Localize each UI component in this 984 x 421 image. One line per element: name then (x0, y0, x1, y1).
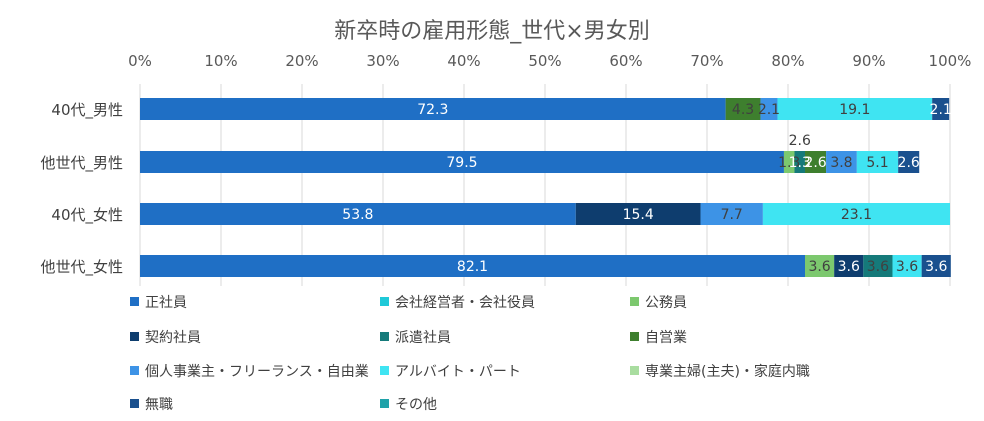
data-label: 3.6 (838, 259, 860, 275)
data-label: 1.3 (789, 155, 811, 171)
legend-swatch (630, 297, 639, 306)
bar-segment (725, 98, 761, 120)
data-label: 19.1 (839, 102, 870, 118)
category-label: 40代_男性 (51, 101, 123, 120)
bar-segment (794, 151, 806, 173)
category-label: 40代_女性 (51, 206, 123, 225)
x-tick-label: 70% (690, 52, 723, 70)
legend-swatch (630, 366, 639, 375)
data-label: 3.6 (925, 259, 947, 275)
legend-label: 無職 (145, 397, 173, 413)
legend-label: 専業主婦(主夫)・家庭内職 (645, 363, 810, 380)
bar-segment (783, 151, 795, 173)
data-label: 23.1 (841, 207, 872, 223)
data-labels: 72.3 4.3 2.1 19.1 2.179.5 1.31.32.6 3.8 5.1 2.65… (342, 102, 952, 275)
data-label: 2.1 (758, 102, 780, 118)
bar-segment (932, 98, 950, 120)
data-label: 2.6 (898, 155, 920, 171)
legend-swatch (130, 399, 139, 408)
x-tick-label: 90% (852, 52, 885, 70)
legend-label: アルバイト・パート (395, 364, 521, 380)
legend-label: 会社経営者・会社役員 (395, 295, 535, 311)
data-label: 72.3 (417, 102, 448, 118)
data-label: 3.6 (896, 259, 918, 275)
data-label: 3.6 (808, 259, 830, 275)
bar-segment (892, 255, 922, 277)
data-label: 82.1 (457, 259, 488, 275)
bar-segment (140, 203, 576, 225)
bar-segment (834, 255, 864, 277)
legend-swatch (380, 297, 389, 306)
category-label: 他世代_女性 (40, 258, 123, 277)
bar-segment (805, 151, 827, 173)
legend-swatch (130, 332, 139, 341)
data-label: 53.8 (342, 207, 373, 223)
bar-segment (805, 255, 835, 277)
x-axis-tick-labels: 0% 10% 20% 30% 40% 50% 60% 70% 80% 90% 100% (128, 52, 971, 70)
legend-swatch (130, 297, 139, 306)
data-label: 3.6 (867, 259, 889, 275)
data-label: 79.5 (446, 155, 477, 171)
x-tick-label: 50% (528, 52, 561, 70)
x-tick-label: 40% (447, 52, 480, 70)
x-tick-label: 30% (366, 52, 399, 70)
legend-label: 正社員 (145, 295, 187, 311)
legend-swatch (380, 399, 389, 408)
bar-segment (863, 255, 893, 277)
bar-segment (762, 203, 950, 225)
bar-segment (921, 255, 951, 277)
bar-segment (700, 203, 763, 225)
bar-segment (898, 151, 920, 173)
x-tick-label: 0% (128, 52, 152, 70)
x-tick-label: 20% (285, 52, 318, 70)
legend-label: その他 (395, 397, 437, 413)
bar-segment (856, 151, 899, 173)
bar-segments (140, 98, 951, 277)
bar-segment (777, 98, 933, 120)
legend-label: 契約社員 (145, 330, 201, 346)
data-label: 2.6 (804, 155, 826, 171)
chart-title: 新卒時の雇用形態_世代×男女別 (334, 19, 649, 44)
data-label: 4.3 (732, 102, 754, 118)
x-tick-label: 60% (609, 52, 642, 70)
bar-segment (826, 151, 857, 173)
legend-swatch (380, 366, 389, 375)
legend-swatch (380, 332, 389, 341)
bar-segment (760, 98, 778, 120)
x-tick-label: 100% (929, 52, 972, 70)
legend-swatch (130, 366, 139, 375)
data-label: 1.3 (778, 155, 800, 171)
bar-segment (140, 151, 784, 173)
x-tick-label: 80% (771, 52, 804, 70)
data-label: 7.7 (721, 207, 743, 223)
data-label: 2.1 (930, 102, 952, 118)
data-label: 3.8 (830, 155, 852, 171)
bar-segment (575, 203, 701, 225)
legend-label: 公務員 (645, 295, 687, 311)
category-label: 他世代_男性 (40, 154, 123, 173)
x-tick-label: 10% (204, 52, 237, 70)
bar-segment (140, 98, 726, 120)
data-label: 5.1 (866, 155, 888, 171)
legend-label: 自営業 (645, 330, 687, 346)
data-label: 15.4 (623, 207, 654, 223)
bar-segment (140, 255, 806, 277)
legend-swatch (630, 332, 639, 341)
legend-label: 個人事業主・フリーランス・自由業 (145, 364, 369, 380)
legend-label: 派遣社員 (395, 330, 451, 346)
callout-label: 2.6 (789, 133, 811, 149)
